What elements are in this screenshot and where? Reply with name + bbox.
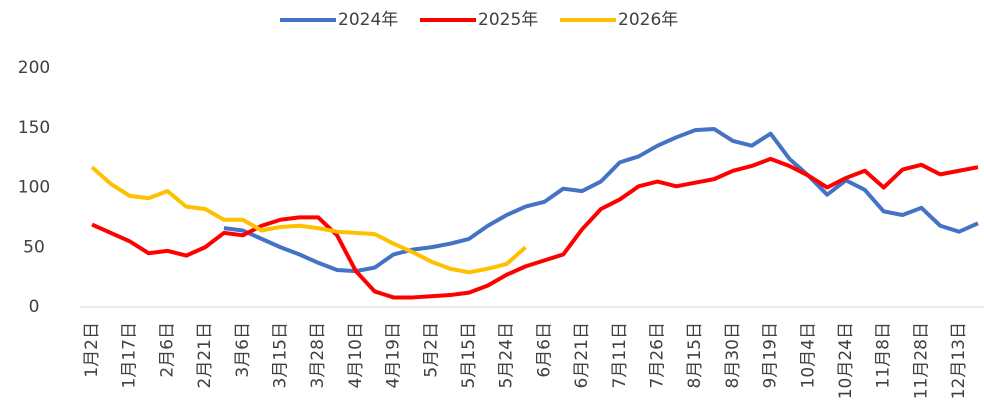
y-tick-label: 150	[18, 118, 50, 138]
legend-label: 2024年	[338, 10, 398, 30]
x-tick-label: 7月11日	[610, 322, 630, 388]
series-line	[90, 165, 527, 275]
x-tick-label: 5月15日	[459, 322, 479, 388]
series-line	[91, 156, 979, 300]
y-tick-label: 0	[29, 297, 40, 317]
x-tick-label: 2月6日	[157, 322, 177, 378]
x-tick-label: 2月21日	[195, 322, 215, 388]
x-tick-label: 11月8日	[874, 322, 894, 388]
legend-label: 2025年	[478, 10, 538, 30]
x-tick-label: 6月21日	[572, 322, 592, 388]
legend-label: 2026年	[618, 10, 678, 30]
x-tick-label: 10月24日	[836, 322, 856, 399]
x-tick-label: 3月6日	[233, 322, 253, 378]
x-tick-label: 8月15日	[685, 322, 705, 388]
x-tick-label: 4月19日	[384, 322, 404, 388]
x-tick-label: 4月10日	[346, 322, 366, 388]
x-tick-label: 3月15日	[271, 322, 291, 388]
x-tick-label: 5月2日	[421, 322, 441, 378]
x-tick-label: 10月4日	[798, 322, 818, 388]
x-tick-label: 9月19日	[761, 322, 781, 388]
y-tick-label: 200	[18, 58, 50, 78]
x-tick-label: 8月30日	[723, 322, 743, 388]
y-tick-label: 100	[18, 178, 50, 198]
series-line	[223, 126, 979, 274]
x-tick-label: 7月26日	[648, 322, 668, 388]
x-tick-label: 1月17日	[120, 322, 140, 388]
x-tick-label: 3月28日	[308, 322, 328, 388]
y-tick-label: 50	[23, 237, 45, 257]
x-tick-label: 12月13日	[949, 322, 969, 399]
x-tick-label: 6月6日	[534, 322, 554, 378]
x-tick-label: 11月28日	[911, 322, 931, 399]
x-tick-label: 1月2日	[82, 322, 102, 378]
x-tick-label: 5月24日	[497, 322, 517, 388]
